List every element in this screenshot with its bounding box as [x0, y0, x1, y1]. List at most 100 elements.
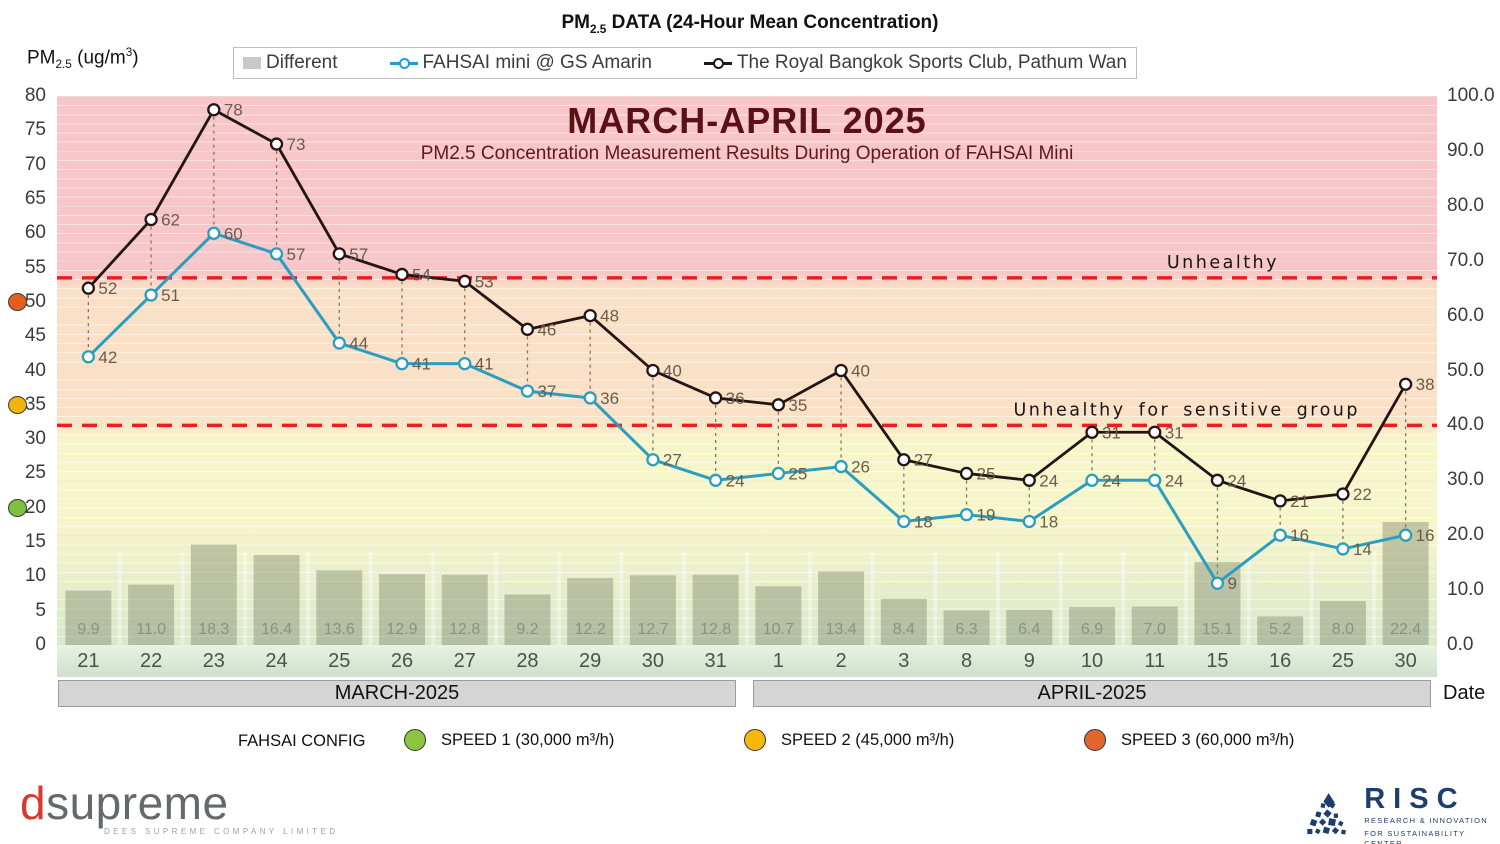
data-point-marker: [959, 466, 974, 481]
data-point-label: 57: [287, 245, 306, 264]
slot-separator: [1121, 551, 1126, 645]
data-point-label: 46: [537, 320, 556, 339]
right-axis-tick-label: 10.0: [1447, 579, 1484, 601]
data-point-label: 27: [663, 451, 682, 470]
chart-canvas: 9.9 11.0 18.3 16.4 13.6 12.9 12.8 9.2 12.2 12.7 12…: [57, 101, 1437, 645]
y-axis-title: PM2.5 (ug/m3): [27, 46, 139, 71]
right-axis-tick-label: 70.0: [1447, 249, 1484, 271]
bar-value-label: 12.8: [700, 621, 731, 638]
y-axis-tick-label: 65: [24, 187, 46, 209]
data-point-marker: [771, 466, 786, 481]
page-title: PM2.5 DATA (24-Hour Mean Concentration): [0, 12, 1500, 36]
bar: [1382, 522, 1429, 645]
config-item-label: SPEED 1 (30,000 m³/h): [441, 730, 615, 749]
data-point-marker: [332, 247, 346, 261]
bar-value-label: 18.3: [198, 621, 229, 638]
data-point-marker: [834, 459, 848, 474]
bar: [1131, 606, 1178, 645]
bar: [128, 584, 175, 645]
date-label: 2: [835, 650, 847, 672]
date-label: 30: [641, 650, 665, 672]
bar: [1257, 616, 1304, 645]
bar-value-label: 9.9: [77, 621, 99, 638]
data-point-label: 42: [98, 348, 117, 367]
config-item-label: SPEED 3 (60,000 m³/h): [1121, 730, 1295, 749]
data-point-marker: [207, 103, 221, 117]
data-point-label: 22: [1353, 485, 1372, 504]
line-marker-icon: [389, 57, 418, 69]
data-point-label: 31: [1165, 423, 1184, 442]
slot-separator: [1184, 551, 1189, 645]
data-point-marker: [144, 212, 158, 227]
data-point-marker: [897, 514, 911, 529]
slot-separator: [1309, 551, 1314, 645]
bar-value-label: 15.1: [1202, 621, 1233, 638]
data-point-label: 24: [1102, 471, 1121, 490]
data-point-label: 18: [1039, 512, 1058, 531]
data-point-marker: [1273, 494, 1287, 508]
y-axis-tick-label: 35: [24, 393, 46, 415]
data-point-label: 31: [1102, 423, 1121, 442]
data-point-label: 24: [1165, 471, 1184, 490]
data-point-label: 25: [977, 464, 996, 483]
slot-separator: [368, 551, 373, 645]
chart-subtitle: PM2.5 Concentration Measurement Results …: [420, 143, 1074, 164]
right-axis-tick-label: 80.0: [1447, 194, 1484, 216]
data-point-marker: [1148, 425, 1162, 439]
data-point-label: 41: [475, 355, 494, 374]
data-point-marker: [81, 350, 96, 364]
threshold-label: Unhealthy: [1167, 253, 1279, 273]
slot-separator: [494, 551, 499, 645]
data-point-label: 51: [161, 286, 180, 305]
bar: [190, 544, 237, 645]
date-label: 25: [328, 650, 351, 672]
dsupreme-d: d: [20, 777, 47, 829]
data-point-marker: [1273, 528, 1287, 542]
data-point-label: 40: [851, 362, 870, 381]
bar: [253, 554, 300, 645]
bar: [316, 570, 363, 645]
slot-separator: [1372, 551, 1377, 645]
date-label: 31: [704, 650, 727, 672]
legend-label: The Royal Bangkok Sports Club, Pathum Wa…: [736, 52, 1127, 73]
date-label: 27: [453, 650, 476, 672]
bar: [755, 586, 802, 645]
data-point-label: 21: [1290, 492, 1309, 511]
date-label: 16: [1269, 650, 1292, 672]
y-axis-tick-label: 15: [24, 531, 46, 553]
risc-tagline-2: FOR SUSTAINABILITY CENTER: [1364, 828, 1466, 844]
slot-separator: [117, 551, 122, 645]
bar: [629, 575, 676, 645]
threshold-label: Unhealthy for sensitive group: [1013, 400, 1360, 420]
data-point-label: 38: [1416, 375, 1435, 394]
data-point-marker: [646, 453, 660, 467]
data-point-label: 57: [349, 245, 368, 264]
data-point-marker: [646, 363, 660, 378]
slot-separator: [1246, 551, 1251, 645]
config-item-label: SPEED 2 (45,000 m³/h): [781, 730, 955, 749]
slot-separator: [995, 551, 1000, 645]
data-point-marker: [332, 336, 346, 350]
date-label: 15: [1206, 650, 1229, 672]
bar-value-label: 13.6: [324, 621, 355, 638]
data-point-marker: [1085, 425, 1099, 439]
bar: [567, 578, 614, 645]
data-point-marker: [708, 473, 723, 487]
date-label: 22: [139, 650, 163, 672]
legend-item-fahsai-mini: FAHSAI mini @ GS Amarin: [389, 52, 652, 74]
risc-logo-icon: [1307, 793, 1346, 835]
data-point-marker: [771, 398, 786, 412]
chart-legend: Different FAHSAI mini @ GS Amarin The Ro…: [233, 47, 1137, 79]
bar-value-label: 12.9: [386, 621, 417, 638]
date-label: 1: [772, 650, 784, 672]
y-axis-title-sub: 2.5: [55, 58, 72, 72]
speed3-dot-icon: [1084, 729, 1106, 751]
data-point-label: 26: [851, 458, 870, 477]
data-point-label: 35: [788, 396, 807, 415]
bar: [441, 574, 488, 645]
y-axis-tick-label: 20: [24, 496, 46, 518]
date-label: 9: [1023, 650, 1035, 672]
slot-separator: [243, 551, 248, 645]
config-item-speed3: SPEED 3 (60,000 m³/h): [1084, 729, 1294, 751]
